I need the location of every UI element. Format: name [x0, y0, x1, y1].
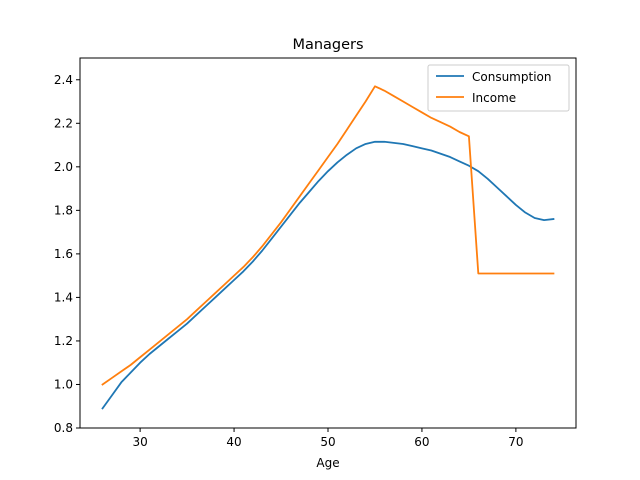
legend: Consumption Income — [427, 64, 570, 112]
chart-title: Managers — [292, 37, 363, 53]
y-axis-ticks: 0.8 1.0 1.2 1.4 1.6 1.8 2.0 2.2 2.4 — [54, 73, 80, 435]
y-tick-label: 2.2 — [54, 116, 73, 130]
y-tick-label: 1.8 — [54, 203, 73, 217]
legend-label-income: Income — [472, 91, 516, 105]
y-tick-label: 2.0 — [54, 160, 73, 174]
y-tick-label: 2.4 — [54, 73, 73, 87]
series-line-consumption — [101, 140, 555, 410]
x-tick-label: 50 — [320, 435, 335, 449]
y-tick-label: 1.4 — [54, 290, 73, 304]
x-tick-label: 40 — [226, 435, 241, 449]
x-axis-ticks: 30 40 50 60 70 — [132, 428, 524, 449]
series-line-income — [101, 85, 555, 386]
x-tick-label: 30 — [132, 435, 147, 449]
y-tick-label: 0.8 — [54, 421, 73, 435]
series-layer — [101, 85, 555, 410]
y-tick-label: 1.6 — [54, 247, 73, 261]
legend-label-consumption: Consumption — [472, 70, 551, 84]
x-tick-label: 60 — [414, 435, 429, 449]
y-tick-label: 1.2 — [54, 334, 73, 348]
x-tick-label: 70 — [508, 435, 523, 449]
x-axis-label: Age — [316, 456, 339, 470]
y-tick-label: 1.0 — [54, 377, 73, 391]
